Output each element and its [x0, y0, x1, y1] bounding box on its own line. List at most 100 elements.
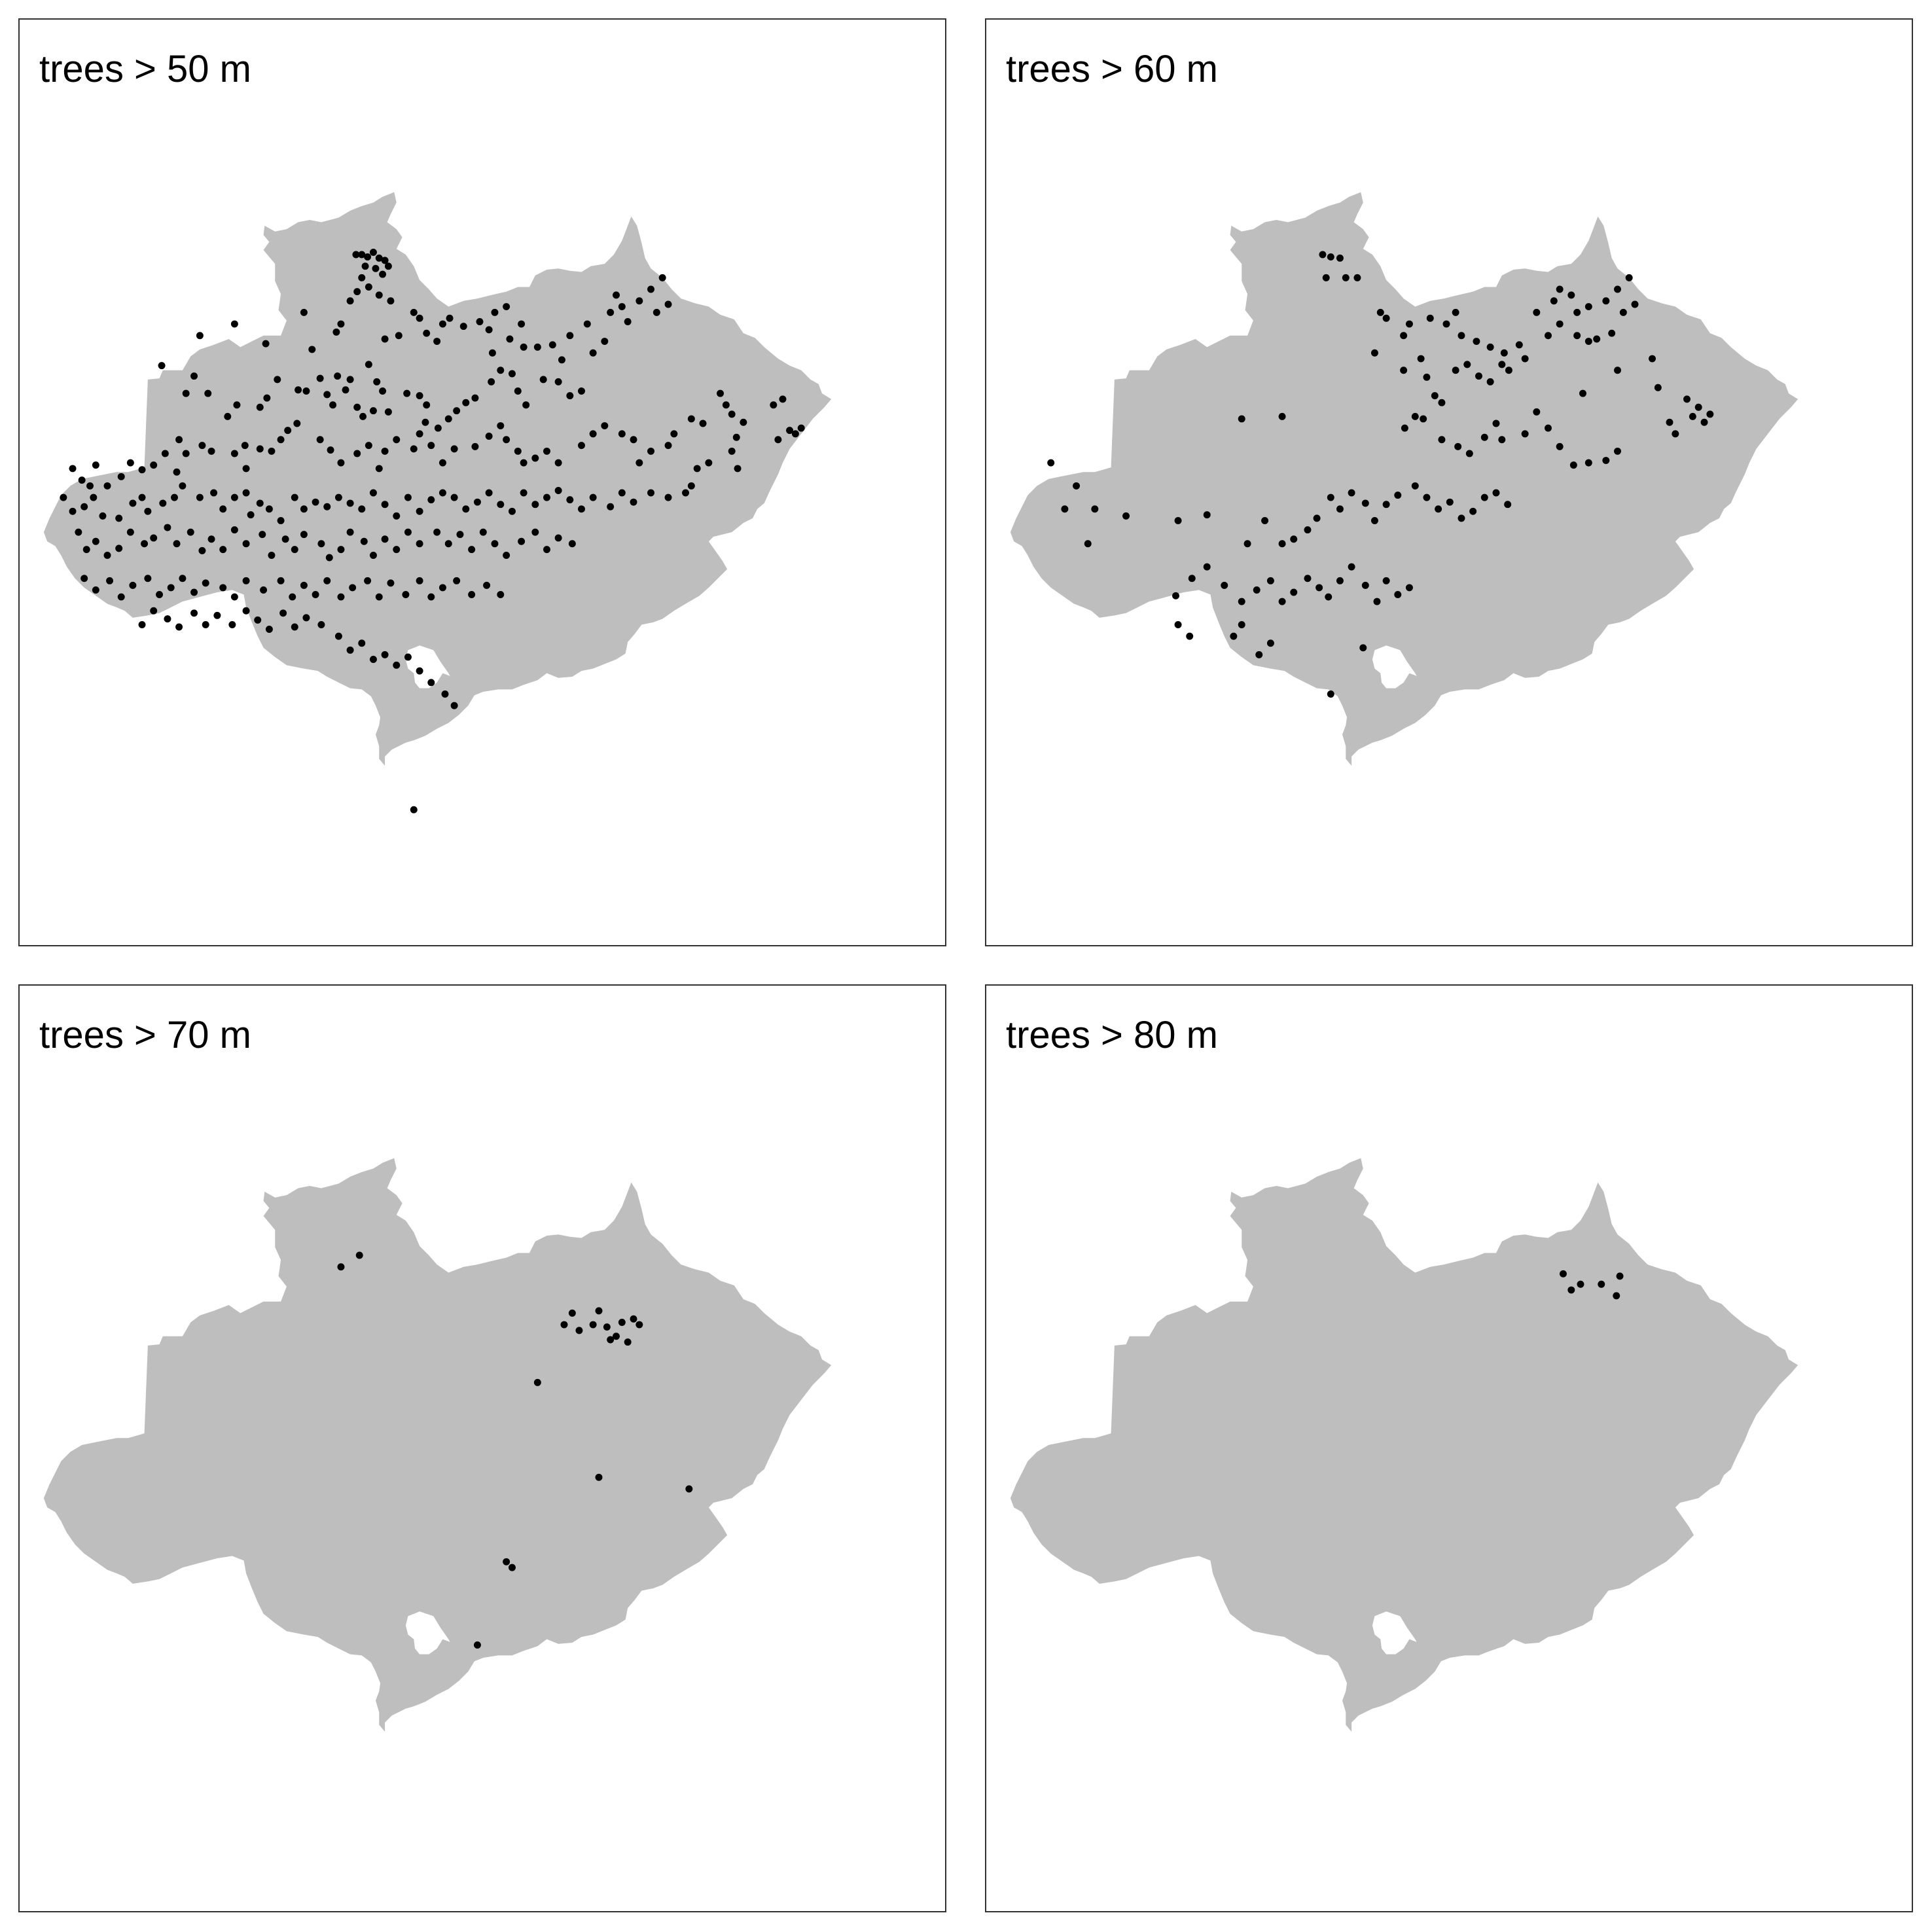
- tree-point: [219, 505, 227, 513]
- map-panel-trees-70: trees > 70 m: [18, 984, 946, 1912]
- tree-point: [233, 401, 241, 409]
- tree-point: [1411, 482, 1419, 490]
- tree-point: [410, 806, 418, 814]
- tree-point: [230, 450, 238, 457]
- tree-point: [1353, 274, 1361, 281]
- tree-point: [1475, 372, 1482, 380]
- tree-point: [1492, 489, 1500, 497]
- tree-point: [254, 616, 262, 624]
- tree-point: [167, 584, 175, 592]
- tree-point: [190, 588, 198, 596]
- tree-point: [1500, 349, 1508, 357]
- tree-point: [410, 445, 418, 453]
- tree-point: [346, 528, 354, 536]
- tree-point: [1602, 457, 1610, 465]
- tree-point: [589, 493, 597, 501]
- tree-point: [453, 407, 461, 415]
- tree-point: [630, 1315, 637, 1323]
- tree-point: [476, 318, 484, 325]
- tree-point: [514, 387, 522, 395]
- tree-point: [291, 546, 298, 554]
- tree-point: [1454, 442, 1462, 450]
- tree-point: [1253, 586, 1261, 594]
- panel-title: trees > 50 m: [39, 48, 251, 90]
- tree-point: [230, 493, 238, 501]
- tree-point: [473, 498, 481, 506]
- tree-point: [1373, 598, 1381, 605]
- tree-point: [491, 308, 499, 316]
- tree-points: [1047, 251, 1714, 698]
- tree-point: [601, 422, 609, 430]
- tree-point: [503, 303, 510, 311]
- tree-point: [1567, 1286, 1575, 1294]
- tree-point: [416, 314, 423, 322]
- tree-point: [230, 526, 238, 534]
- map-panel-trees-60: trees > 60 m: [985, 18, 1913, 946]
- tree-point: [69, 507, 77, 515]
- tree-point: [514, 447, 522, 455]
- tree-point: [156, 591, 164, 599]
- tree-point: [381, 335, 389, 343]
- tree-point: [263, 394, 271, 402]
- tree-point: [242, 577, 250, 584]
- tree-point: [533, 1378, 541, 1386]
- tree-point: [369, 656, 377, 663]
- tree-point: [300, 505, 308, 513]
- tree-point: [506, 335, 514, 343]
- tree-point: [99, 512, 107, 520]
- tree-points: [337, 1251, 693, 1649]
- tree-point: [1230, 632, 1238, 640]
- tree-point: [353, 450, 361, 457]
- tree-point: [323, 503, 331, 510]
- tree-point: [1480, 433, 1488, 441]
- tree-point: [687, 482, 695, 490]
- tree-point: [1556, 320, 1564, 328]
- tree-point: [129, 499, 137, 507]
- tree-point: [242, 540, 250, 548]
- tree-point: [1203, 511, 1211, 519]
- tree-point: [1683, 395, 1691, 403]
- tree-point: [488, 378, 495, 385]
- tree-point: [1313, 514, 1321, 522]
- tree-point: [196, 493, 204, 501]
- tree-point: [566, 332, 574, 340]
- tree-point: [1394, 591, 1402, 599]
- tree-point: [1458, 514, 1465, 522]
- tree-point: [210, 489, 218, 497]
- tree-point: [138, 620, 146, 628]
- tree-point: [1465, 450, 1473, 457]
- tree-point: [1545, 424, 1552, 432]
- tree-point: [433, 528, 441, 536]
- tree-point: [468, 591, 476, 599]
- tree-point: [369, 489, 377, 497]
- tree-point: [1613, 1292, 1620, 1300]
- tree-point: [126, 459, 134, 467]
- tree-point: [375, 254, 383, 262]
- tree-point: [734, 465, 742, 473]
- tree-point: [115, 514, 123, 522]
- amazon-region-shape: [1010, 192, 1798, 766]
- tree-point: [1382, 314, 1390, 322]
- tree-point: [732, 433, 740, 441]
- tree-point: [1480, 493, 1488, 501]
- tree-point: [144, 575, 152, 582]
- tree-point: [281, 535, 289, 543]
- tree-point: [427, 593, 435, 601]
- tree-point: [1336, 505, 1344, 513]
- tree-point: [441, 690, 449, 698]
- tree-point: [607, 1336, 615, 1344]
- tree-points: [60, 249, 805, 814]
- tree-point: [589, 1321, 597, 1329]
- tree-point: [1584, 459, 1592, 467]
- tree-point: [624, 318, 632, 325]
- tree-point: [302, 387, 310, 395]
- tree-point: [365, 361, 372, 368]
- tree-point: [1700, 418, 1708, 426]
- tree-point: [1573, 332, 1581, 340]
- tree-point: [1405, 320, 1413, 328]
- tree-point: [393, 512, 401, 520]
- tree-point: [369, 551, 377, 559]
- tree-point: [786, 427, 794, 435]
- tree-point: [635, 1321, 643, 1329]
- tree-point: [438, 584, 446, 592]
